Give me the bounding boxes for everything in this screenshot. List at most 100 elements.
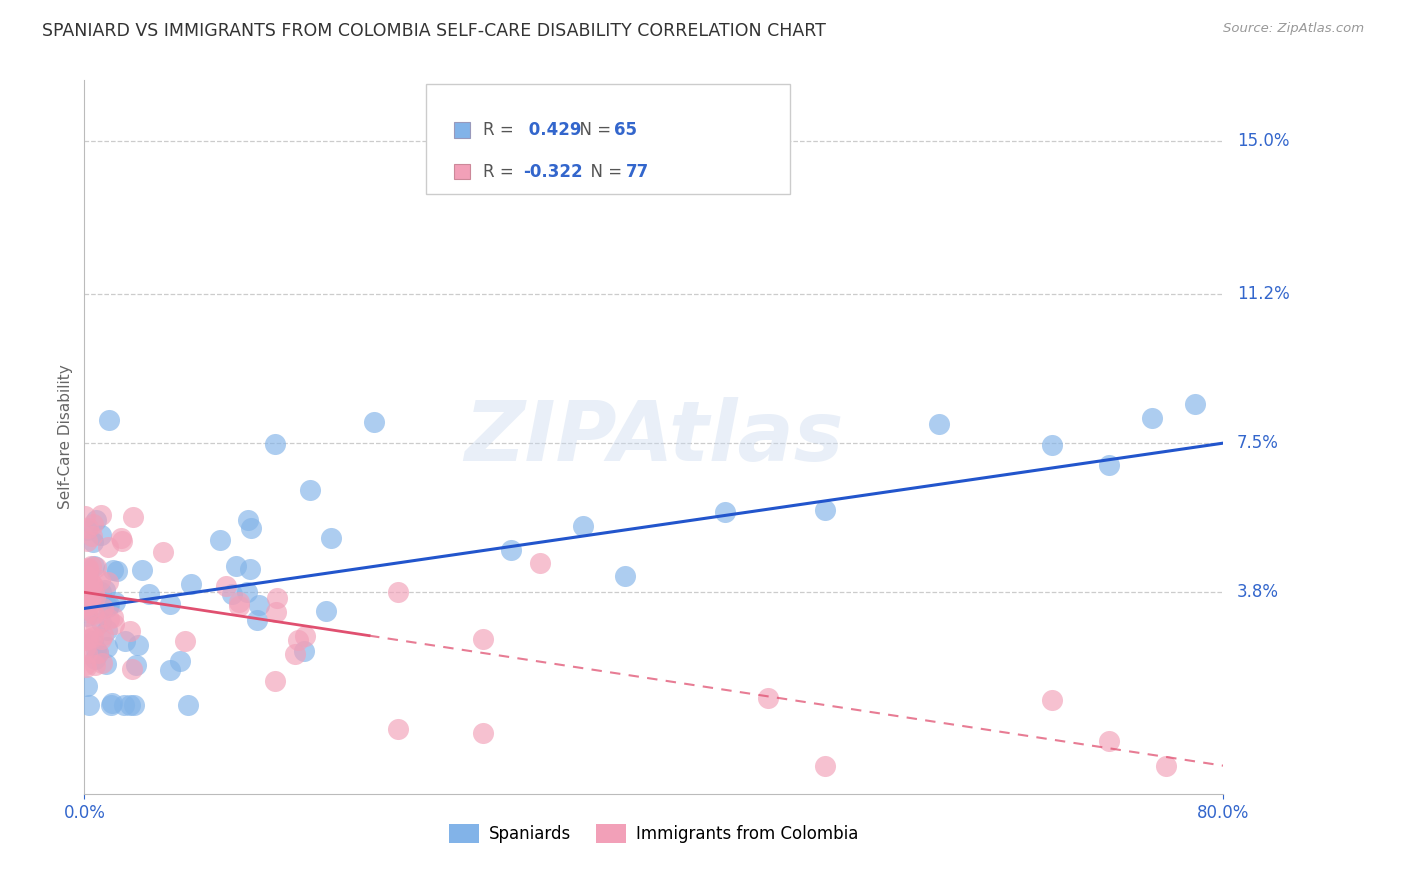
- Point: [101, 697, 124, 711]
- Point: [1156, 758, 1178, 772]
- Point: [263, 673, 285, 688]
- Text: R =: R =: [484, 162, 519, 180]
- Point: [82, 631, 104, 645]
- Point: [97, 575, 120, 590]
- Point: [75, 660, 97, 674]
- Point: [82, 634, 104, 648]
- Point: [247, 598, 270, 612]
- Point: [75, 593, 97, 607]
- Point: [90, 528, 112, 542]
- Point: [209, 533, 232, 548]
- Point: [120, 698, 142, 713]
- Point: [77, 562, 100, 576]
- Point: [121, 510, 143, 524]
- Point: [75, 658, 97, 673]
- Point: [614, 569, 637, 583]
- Point: [98, 598, 121, 612]
- Point: [93, 600, 115, 615]
- Point: [294, 629, 316, 643]
- Point: [75, 596, 97, 610]
- Point: [101, 563, 124, 577]
- Point: [77, 572, 100, 586]
- Point: [814, 503, 837, 517]
- Point: [214, 579, 236, 593]
- Point: [529, 556, 551, 570]
- Legend: Spaniards, Immigrants from Colombia: Spaniards, Immigrants from Colombia: [443, 818, 865, 850]
- FancyBboxPatch shape: [454, 164, 470, 179]
- Point: [76, 605, 98, 619]
- Point: [90, 632, 112, 646]
- FancyBboxPatch shape: [454, 122, 470, 138]
- Point: [239, 521, 262, 535]
- Point: [103, 616, 125, 631]
- Point: [90, 657, 112, 671]
- Point: [1140, 410, 1163, 425]
- Point: [77, 581, 100, 595]
- Point: [127, 638, 149, 652]
- Point: [90, 615, 112, 630]
- Point: [87, 646, 110, 660]
- Text: ZIPAtlas: ZIPAtlas: [464, 397, 844, 477]
- Point: [77, 521, 100, 535]
- Point: [121, 663, 143, 677]
- Point: [79, 698, 101, 713]
- Point: [83, 558, 105, 573]
- Point: [82, 607, 104, 621]
- Point: [101, 610, 124, 624]
- Point: [118, 624, 141, 638]
- Point: [173, 634, 195, 648]
- Point: [76, 599, 98, 613]
- Text: Source: ZipAtlas.com: Source: ZipAtlas.com: [1223, 22, 1364, 36]
- Point: [225, 558, 247, 573]
- Point: [79, 596, 101, 610]
- Point: [221, 587, 243, 601]
- Point: [82, 534, 104, 549]
- Point: [75, 632, 97, 647]
- Point: [97, 540, 120, 554]
- Point: [75, 585, 97, 599]
- FancyBboxPatch shape: [426, 84, 790, 194]
- Point: [131, 562, 153, 576]
- Point: [76, 561, 98, 575]
- Point: [138, 587, 160, 601]
- Point: [321, 531, 343, 545]
- Point: [75, 640, 97, 655]
- Text: 15.0%: 15.0%: [1237, 132, 1289, 150]
- Point: [387, 585, 409, 599]
- Text: 0.429: 0.429: [523, 121, 582, 139]
- Point: [246, 613, 269, 627]
- Point: [387, 723, 409, 737]
- Point: [112, 698, 135, 713]
- Text: 3.8%: 3.8%: [1237, 583, 1279, 601]
- Point: [287, 633, 309, 648]
- Point: [77, 598, 100, 612]
- Text: -0.322: -0.322: [523, 162, 582, 180]
- Point: [111, 533, 134, 548]
- Point: [100, 698, 122, 713]
- Text: 65: 65: [614, 121, 637, 139]
- Text: N =: N =: [568, 121, 616, 139]
- Point: [105, 564, 128, 578]
- Point: [84, 652, 107, 666]
- Point: [90, 508, 112, 522]
- Point: [122, 698, 145, 713]
- Point: [79, 592, 101, 607]
- Point: [159, 664, 181, 678]
- Point: [1184, 396, 1206, 410]
- Point: [114, 634, 136, 648]
- Point: [571, 518, 593, 533]
- Point: [96, 640, 118, 654]
- Point: [501, 542, 523, 557]
- Point: [83, 591, 105, 605]
- Point: [104, 595, 127, 609]
- Point: [1098, 733, 1121, 747]
- Point: [80, 529, 103, 543]
- Point: [176, 698, 198, 713]
- Point: [152, 545, 174, 559]
- Point: [94, 582, 117, 597]
- Point: [315, 604, 337, 618]
- Point: [90, 585, 112, 599]
- Point: [228, 599, 250, 613]
- Point: [94, 657, 117, 672]
- Point: [80, 577, 103, 591]
